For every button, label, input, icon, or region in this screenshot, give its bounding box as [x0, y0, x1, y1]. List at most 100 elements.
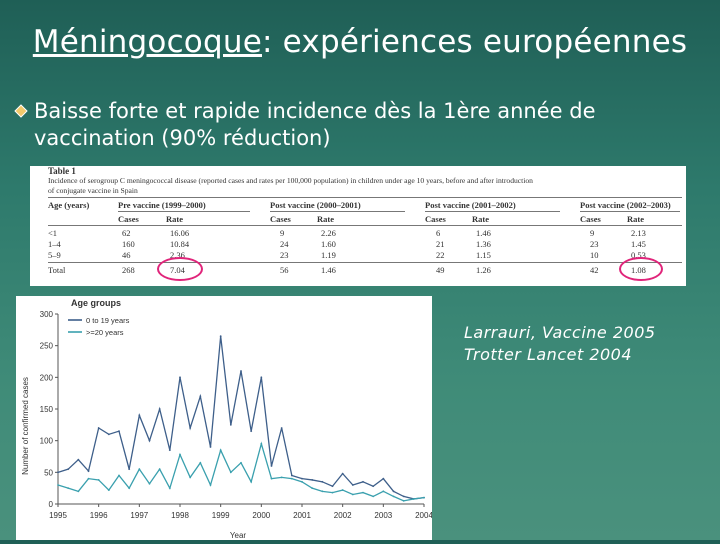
table-cell: 46: [122, 250, 131, 260]
data-point: [351, 493, 354, 496]
references: Larrauri, Vaccine 2005 Trotter Lancet 20…: [464, 322, 714, 366]
table-header-pre: Pre vaccine (1999–2000): [118, 200, 206, 210]
data-point: [77, 458, 80, 461]
table-rule-sub4: [580, 211, 680, 212]
sub-rate-2: Rate: [317, 214, 334, 224]
data-point: [240, 461, 242, 464]
table-row-label: <1: [48, 228, 58, 238]
sub-rate-3: Rate: [472, 214, 489, 224]
data-point: [67, 468, 70, 471]
x-tick-label: 2004: [415, 511, 432, 520]
data-point: [260, 442, 263, 445]
data-point: [118, 474, 120, 477]
data-point: [362, 480, 364, 483]
table-cell: 2.26: [321, 228, 336, 238]
table-cell: 1.45: [631, 239, 646, 249]
data-point: [382, 490, 385, 493]
table-cell: 1.15: [476, 250, 491, 260]
data-point: [107, 489, 110, 491]
data-point: [402, 495, 405, 498]
table-cell: 1.46: [321, 265, 336, 275]
table-header-post2: Post vaccine (2001–2002): [425, 200, 516, 210]
table-cell: 2.36: [170, 250, 185, 260]
table-cell: 10.84: [170, 239, 190, 249]
line-chart-svg: Age groups Number of confirmed cases Yea…: [21, 298, 433, 540]
sub-rate-1: Rate: [166, 214, 183, 224]
data-point: [392, 490, 395, 493]
data-point: [199, 461, 202, 464]
data-point: [168, 449, 171, 452]
data-point: [209, 446, 212, 448]
reference-2: Trotter Lancet 2004: [464, 345, 633, 364]
table-rule-top: [48, 197, 682, 198]
series-line-1: [57, 441, 425, 502]
table-cell: 42: [590, 265, 599, 275]
data-point: [219, 335, 222, 338]
data-point: [372, 495, 375, 498]
table-row-label: 5–9: [48, 250, 61, 260]
y-tick-label: 100: [40, 437, 54, 446]
table-cell: 1.46: [476, 228, 491, 238]
table-cell: 24: [280, 239, 289, 249]
slide-title: Méningocoque: expériences européennes: [0, 24, 720, 60]
cases-chart: Age groups Number of confirmed cases Yea…: [16, 296, 433, 540]
y-tick-label: 300: [40, 310, 54, 319]
table-cell: 56: [280, 265, 289, 275]
bullet-text: Baisse forte et rapide incidence dès la …: [34, 99, 596, 150]
data-point: [158, 468, 161, 471]
data-point: [107, 433, 110, 436]
data-point: [128, 487, 131, 490]
data-point: [270, 477, 273, 480]
data-point: [77, 490, 80, 493]
data-point: [382, 477, 385, 480]
table-cell: 0.53: [631, 250, 646, 260]
data-point: [392, 495, 395, 498]
data-point: [179, 453, 181, 456]
table-cell: 16.06: [170, 228, 190, 238]
table-header-post1: Post vaccine (2000–2001): [270, 200, 361, 210]
table-header-age: Age (years): [48, 200, 90, 210]
data-point: [57, 484, 59, 486]
table-cell: 1.36: [476, 239, 491, 249]
data-point: [321, 490, 324, 493]
table-cell: 6: [436, 228, 441, 238]
data-point: [372, 485, 375, 488]
data-point: [87, 470, 90, 472]
table-cell: 1.60: [321, 239, 336, 249]
x-tick-label: 1997: [130, 511, 148, 520]
table-rule-total: [48, 262, 682, 263]
data-point: [250, 480, 253, 483]
highlight-circle-pre: [157, 257, 203, 281]
data-point: [57, 471, 59, 474]
data-point: [189, 476, 192, 479]
data-point: [311, 479, 314, 481]
table-cell: 23: [280, 250, 289, 260]
diamond-bullet-icon: [14, 104, 28, 118]
data-point: [87, 477, 90, 480]
data-point: [168, 487, 171, 490]
data-point: [118, 430, 120, 433]
table-rule-mid: [48, 225, 682, 226]
table-caption-1: Table 1: [48, 166, 76, 176]
spain-table: Table 1 Incidence of serogroup C meningo…: [30, 166, 686, 286]
data-point: [148, 439, 151, 442]
data-point: [229, 423, 232, 426]
data-point: [128, 468, 131, 471]
data-point: [290, 477, 293, 480]
data-point: [331, 485, 334, 488]
table-cell: 9: [280, 228, 285, 238]
sub-cases-4: Cases: [580, 214, 601, 224]
data-point: [199, 395, 202, 398]
data-point: [280, 476, 283, 479]
data-point: [250, 430, 253, 433]
x-tick-label: 2003: [374, 511, 392, 520]
y-tick-label: 150: [40, 405, 54, 414]
table-cell: 21: [436, 239, 445, 249]
table-header-post3: Post vaccine (2002–2003): [580, 200, 671, 210]
sub-cases-2: Cases: [270, 214, 291, 224]
reference-1: Larrauri, Vaccine 2005: [464, 323, 656, 342]
table-rule-sub2: [270, 211, 405, 212]
data-point: [148, 482, 151, 485]
table-cell: 49: [436, 265, 445, 275]
data-point: [321, 480, 324, 483]
